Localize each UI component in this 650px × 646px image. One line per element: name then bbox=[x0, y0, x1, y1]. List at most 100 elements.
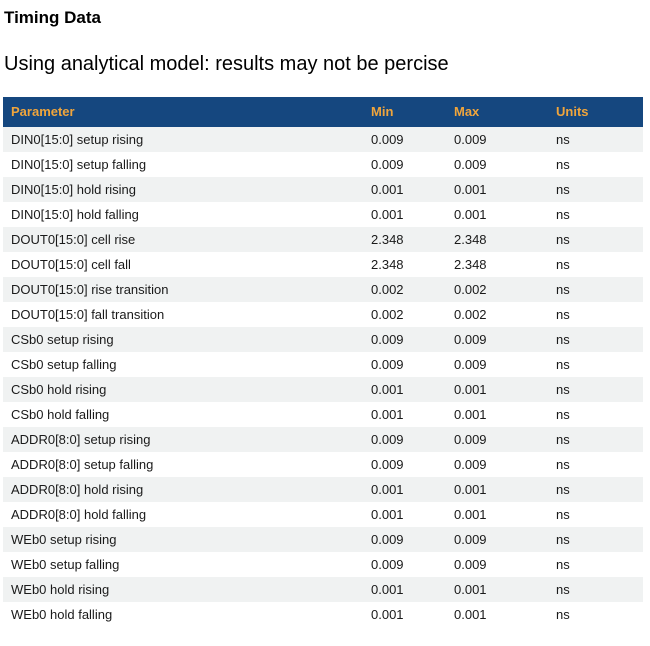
max-cell: 0.009 bbox=[454, 431, 487, 447]
max-cell: 2.348 bbox=[454, 256, 487, 272]
units-cell: ns bbox=[556, 506, 570, 522]
table-row: WEb0 hold rising 0.001 0.001 ns bbox=[3, 576, 643, 602]
max-cell: 0.009 bbox=[454, 456, 487, 472]
table-row: WEb0 setup rising 0.009 0.009 ns bbox=[3, 526, 643, 552]
units-cell: ns bbox=[556, 181, 570, 197]
table-row: ADDR0[8:0] hold falling 0.001 0.001 ns bbox=[3, 501, 643, 527]
min-cell: 0.009 bbox=[371, 131, 404, 147]
max-cell: 0.001 bbox=[454, 481, 487, 497]
parameter-cell: DOUT0[15:0] cell rise bbox=[11, 231, 136, 247]
min-cell: 0.009 bbox=[371, 356, 404, 372]
timing-table: Parameter Min Max Units DIN0[15:0] setup… bbox=[3, 96, 643, 627]
min-cell: 0.001 bbox=[371, 181, 404, 197]
min-cell: 0.009 bbox=[371, 331, 404, 347]
units-cell: ns bbox=[556, 206, 570, 222]
table-row: CSb0 setup rising 0.009 0.009 ns bbox=[3, 326, 643, 352]
parameter-cell: CSb0 hold rising bbox=[11, 381, 107, 397]
min-cell: 0.002 bbox=[371, 306, 404, 322]
min-cell: 0.001 bbox=[371, 506, 404, 522]
table-row: DOUT0[15:0] cell rise 2.348 2.348 ns bbox=[3, 226, 643, 252]
min-cell: 2.348 bbox=[371, 231, 404, 247]
parameter-cell: ADDR0[8:0] setup rising bbox=[11, 431, 151, 447]
max-cell: 0.001 bbox=[454, 581, 487, 597]
table-row: DIN0[15:0] hold falling 0.001 0.001 ns bbox=[3, 201, 643, 227]
column-header-min: Min bbox=[363, 96, 446, 127]
table-row: ADDR0[8:0] hold rising 0.001 0.001 ns bbox=[3, 476, 643, 502]
table-row: WEb0 hold falling 0.001 0.001 ns bbox=[3, 601, 643, 627]
parameter-cell: DOUT0[15:0] fall transition bbox=[11, 306, 165, 322]
parameter-cell: DIN0[15:0] setup falling bbox=[11, 156, 147, 172]
units-cell: ns bbox=[556, 281, 570, 297]
units-cell: ns bbox=[556, 331, 570, 347]
min-cell: 0.009 bbox=[371, 456, 404, 472]
parameter-cell: ADDR0[8:0] setup falling bbox=[11, 456, 154, 472]
parameter-cell: WEb0 hold falling bbox=[11, 606, 113, 622]
column-header-parameter: Parameter bbox=[3, 96, 363, 127]
max-cell: 0.009 bbox=[454, 531, 487, 547]
table-row: DOUT0[15:0] cell fall 2.348 2.348 ns bbox=[3, 251, 643, 277]
max-cell: 0.001 bbox=[454, 206, 487, 222]
min-cell: 0.009 bbox=[371, 431, 404, 447]
min-cell: 2.348 bbox=[371, 256, 404, 272]
min-cell: 0.002 bbox=[371, 281, 404, 297]
max-cell: 0.001 bbox=[454, 181, 487, 197]
parameter-cell: CSb0 setup rising bbox=[11, 331, 114, 347]
min-cell: 0.009 bbox=[371, 531, 404, 547]
max-cell: 0.009 bbox=[454, 356, 487, 372]
parameter-cell: DOUT0[15:0] rise transition bbox=[11, 281, 169, 297]
max-cell: 0.002 bbox=[454, 281, 487, 297]
max-cell: 0.009 bbox=[454, 131, 487, 147]
max-cell: 2.348 bbox=[454, 231, 487, 247]
table-row: CSb0 hold rising 0.001 0.001 ns bbox=[3, 376, 643, 402]
units-cell: ns bbox=[556, 356, 570, 372]
parameter-cell: WEb0 setup falling bbox=[11, 556, 120, 572]
units-cell: ns bbox=[556, 131, 570, 147]
min-cell: 0.001 bbox=[371, 406, 404, 422]
units-cell: ns bbox=[556, 381, 570, 397]
units-cell: ns bbox=[556, 406, 570, 422]
units-cell: ns bbox=[556, 456, 570, 472]
units-cell: ns bbox=[556, 481, 570, 497]
units-cell: ns bbox=[556, 431, 570, 447]
parameter-cell: WEb0 hold rising bbox=[11, 581, 110, 597]
min-cell: 0.001 bbox=[371, 206, 404, 222]
table-row: DIN0[15:0] setup rising 0.009 0.009 ns bbox=[3, 126, 643, 152]
page-subtitle: Using analytical model: results may not … bbox=[4, 52, 449, 75]
units-cell: ns bbox=[556, 556, 570, 572]
column-header-units: Units bbox=[548, 96, 643, 127]
parameter-cell: WEb0 setup rising bbox=[11, 531, 117, 547]
table-row: DIN0[15:0] hold rising 0.001 0.001 ns bbox=[3, 176, 643, 202]
min-cell: 0.001 bbox=[371, 381, 404, 397]
parameter-cell: DIN0[15:0] hold falling bbox=[11, 206, 139, 222]
max-cell: 0.002 bbox=[454, 306, 487, 322]
min-cell: 0.009 bbox=[371, 556, 404, 572]
parameter-cell: DIN0[15:0] hold rising bbox=[11, 181, 137, 197]
table-row: DOUT0[15:0] fall transition 0.002 0.002 ns bbox=[3, 301, 643, 327]
table-row: DIN0[15:0] setup falling 0.009 0.009 ns bbox=[3, 151, 643, 177]
max-cell: 0.001 bbox=[454, 381, 487, 397]
units-cell: ns bbox=[556, 156, 570, 172]
table-row: DOUT0[15:0] rise transition 0.002 0.002 ns bbox=[3, 276, 643, 302]
units-cell: ns bbox=[556, 606, 570, 622]
min-cell: 0.001 bbox=[371, 606, 404, 622]
table-row: WEb0 setup falling 0.009 0.009 ns bbox=[3, 551, 643, 577]
units-cell: ns bbox=[556, 531, 570, 547]
max-cell: 0.001 bbox=[454, 506, 487, 522]
table-row: ADDR0[8:0] setup falling 0.009 0.009 ns bbox=[3, 451, 643, 477]
units-cell: ns bbox=[556, 256, 570, 272]
table-row: CSb0 hold falling 0.001 0.001 ns bbox=[3, 401, 643, 427]
parameter-cell: CSb0 hold falling bbox=[11, 406, 110, 422]
parameter-cell: ADDR0[8:0] hold rising bbox=[11, 481, 144, 497]
column-header-max: Max bbox=[446, 96, 548, 127]
parameter-cell: ADDR0[8:0] hold falling bbox=[11, 506, 147, 522]
max-cell: 0.009 bbox=[454, 156, 487, 172]
max-cell: 0.009 bbox=[454, 331, 487, 347]
max-cell: 0.001 bbox=[454, 606, 487, 622]
min-cell: 0.001 bbox=[371, 581, 404, 597]
min-cell: 0.009 bbox=[371, 156, 404, 172]
units-cell: ns bbox=[556, 231, 570, 247]
table-body: DIN0[15:0] setup rising 0.009 0.009 ns DIN0[… bbox=[3, 126, 643, 627]
page-title: Timing Data bbox=[4, 8, 101, 27]
table-header-row: Parameter Min Max Units bbox=[3, 96, 643, 127]
